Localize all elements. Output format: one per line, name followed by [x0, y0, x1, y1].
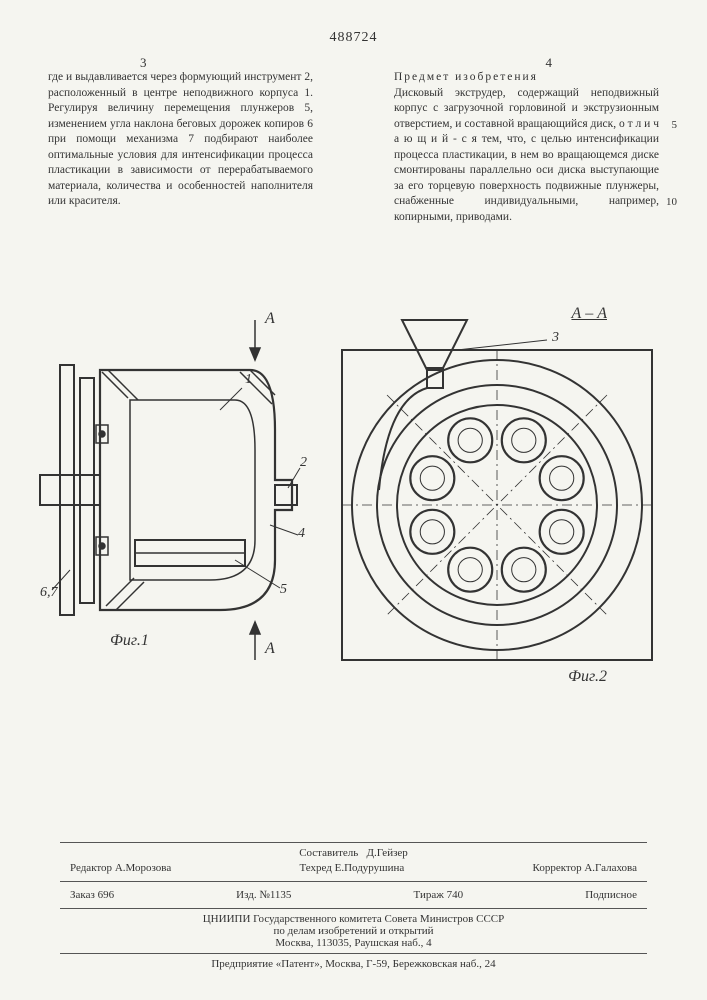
org-line-1: ЦНИИПИ Государственного комитета Совета …: [60, 913, 647, 925]
tirazh-label: Тираж: [414, 889, 444, 901]
fig2-label: Фиг.2: [568, 668, 607, 686]
order-label: Заказ: [70, 889, 95, 901]
print-row: Заказ 696 Изд. №1135 Тираж 740 Подписное: [60, 886, 647, 904]
izd-num: 1135: [270, 889, 292, 901]
editor-label: Редактор: [70, 862, 112, 874]
corrector-name: А.Галахова: [584, 862, 637, 874]
editor-name: А.Морозова: [115, 862, 171, 874]
left-column: где и выдавливается через формующий инст…: [48, 70, 313, 210]
right-column-text: Дисковый экструдер, содержащий неподвижн…: [394, 87, 659, 223]
order-num: 696: [98, 889, 115, 901]
fig2-callout-3: 3: [552, 330, 559, 346]
section-marker-A-bot: А: [265, 640, 275, 658]
fig1-callout-1: 1: [245, 372, 252, 388]
col-number-right: 4: [546, 55, 553, 71]
col-number-left: 3: [140, 55, 147, 71]
compiler-line: Составитель Д.Гейзер: [60, 847, 647, 859]
figures-area: 1 2 4 5 6,7 А А Фиг.1 А – А: [0, 300, 707, 730]
corrector-label: Корректор: [533, 862, 582, 874]
right-heading: Предмет изобретения: [394, 71, 538, 83]
tech-name: Е.Подурушина: [335, 862, 405, 874]
footer-block: Составитель Д.Гейзер Редактор А.Морозова…: [60, 838, 647, 970]
compiler-name: Д.Гейзер: [367, 847, 408, 859]
tech-label: Техред: [299, 862, 331, 874]
fig1-label: Фиг.1: [110, 632, 149, 650]
compiler-label: Составитель: [299, 847, 358, 859]
addr-line-2: Предприятие «Патент», Москва, Г-59, Бере…: [60, 958, 647, 970]
subscription: Подписное: [585, 889, 637, 901]
fig1-callout-5: 5: [280, 582, 287, 598]
fig2-leaders: [327, 310, 667, 690]
fig1-svg: [40, 310, 310, 660]
org-line-2: по делам изобретений и открытий: [60, 925, 647, 937]
section-marker-A-top: А: [265, 310, 275, 328]
left-column-text: где и выдавливается через формующий инст…: [48, 71, 313, 207]
figure-1: 1 2 4 5 6,7 А А Фиг.1: [40, 310, 310, 660]
figure-2: А – А: [327, 310, 667, 690]
tirazh-num: 740: [447, 889, 464, 901]
page: 488724 3 4 где и выдавливается через фор…: [0, 0, 707, 1000]
right-column: 5 10 Предмет изобретения Дисковый экстру…: [394, 70, 659, 225]
fig1-callout-2: 2: [300, 455, 307, 471]
patent-number: 488724: [0, 30, 707, 46]
fig1-callout-67: 6,7: [40, 585, 58, 601]
izd-label: Изд. №: [236, 889, 270, 901]
credits-row: Редактор А.Морозова Техред Е.Подурушина …: [60, 859, 647, 877]
addr-line-1: Москва, 113035, Раушская наб., 4: [60, 937, 647, 949]
line-marker-5: 5: [672, 118, 678, 133]
line-marker-10: 10: [666, 195, 677, 210]
fig1-callout-4: 4: [298, 526, 305, 542]
